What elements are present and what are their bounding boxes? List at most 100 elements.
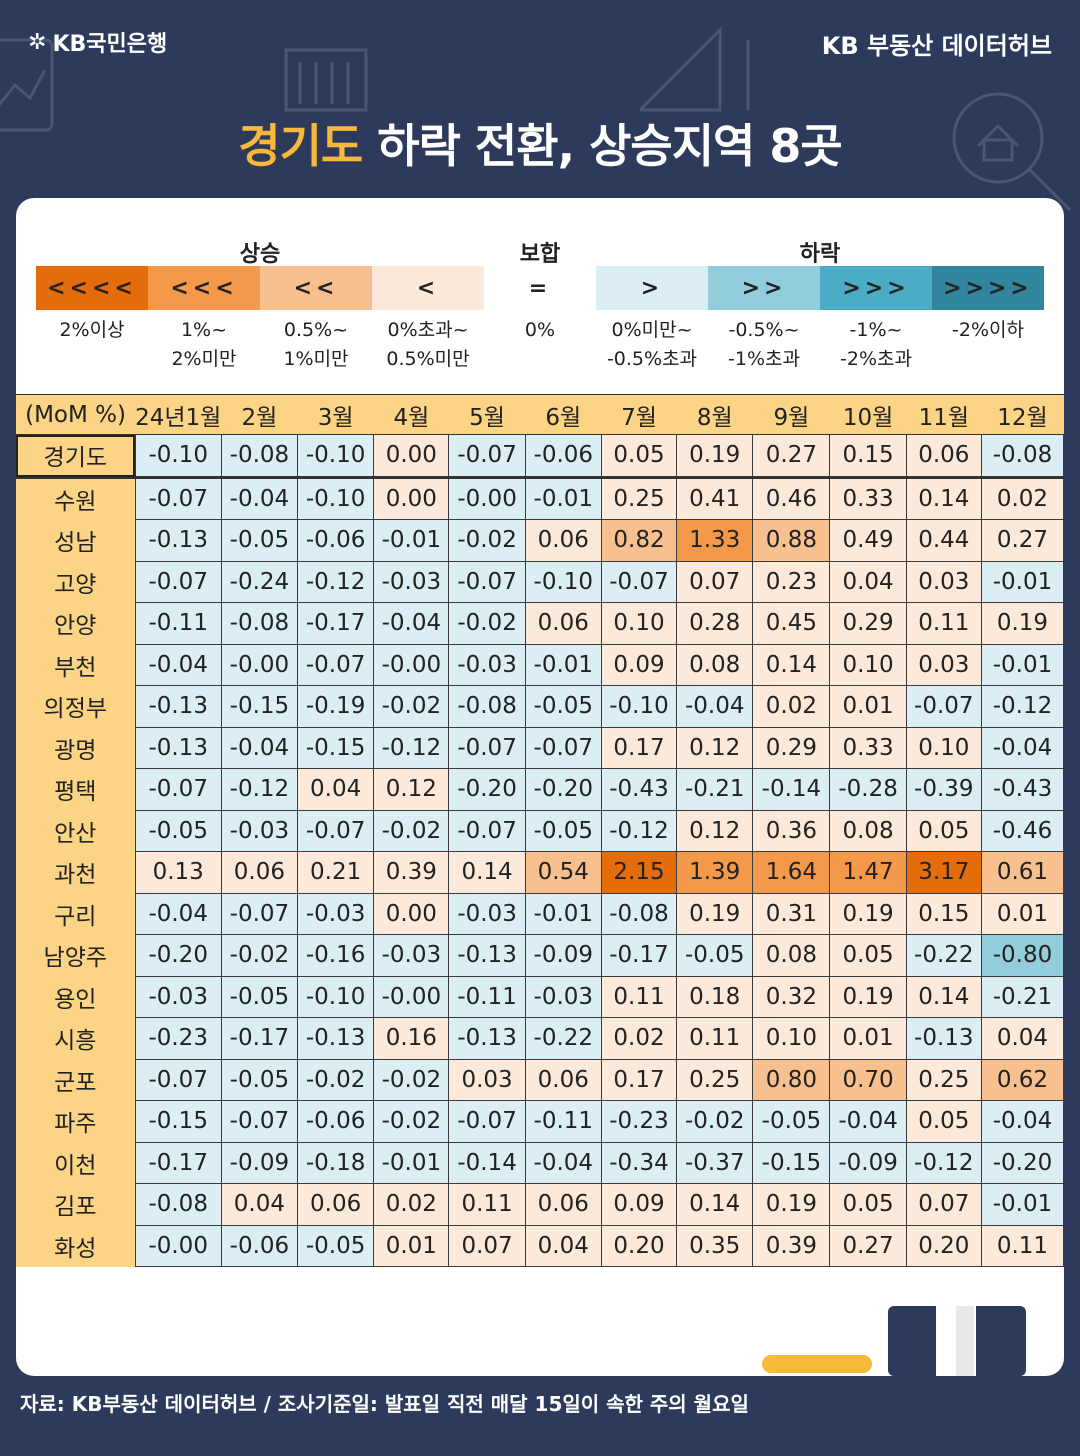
heatmap-cell: -0.01 <box>980 1183 1065 1226</box>
decorative-block <box>888 1306 936 1376</box>
table-row: 화성 -0.00 -0.06 -0.05 0.01 0.07 0.04 0.20 0.35 0.3… <box>16 1224 1065 1267</box>
heatmap-cell: 0.07 <box>905 1183 982 1226</box>
legend-group-fall: 하락 <box>799 242 841 267</box>
legend-range-label: 0% <box>524 319 556 341</box>
heatmap-cell: -0.05 <box>134 809 222 852</box>
legend-range-label: 0.5%~ 1%미만 <box>283 319 349 370</box>
heatmap-cell: -0.07 <box>134 768 222 811</box>
heatmap-cell: 0.09 <box>600 643 678 686</box>
table-row: 수원 -0.07 -0.04 -0.10 0.00 -0.00 -0.01 0.25 0.41 0… <box>16 476 1065 520</box>
column-header: 24년1월 <box>135 394 222 435</box>
legend-swatch: >> <box>708 266 820 310</box>
heatmap-cell: 0.70 <box>829 1058 907 1101</box>
heatmap-cell: 1.64 <box>752 851 831 894</box>
content-card: 상승 보합 하락 <<<< 2%이상 <<< 1%~ 2%미만 << 0.5%~ 1%미만 <0… <box>16 198 1065 1376</box>
heatmap-cell: 0.39 <box>752 1224 831 1267</box>
heatmap-cell: -0.37 <box>676 1141 754 1184</box>
heatmap-cell: 0.02 <box>980 476 1065 520</box>
heatmap-cell: -0.10 <box>297 476 375 520</box>
legend-swatch: >>>> <box>932 266 1044 310</box>
heatmap-cell: 0.10 <box>600 602 678 645</box>
heatmap-cell: -0.05 <box>676 934 754 977</box>
heatmap-cell: 0.62 <box>980 1058 1065 1101</box>
heatmap-cell: 0.19 <box>676 892 754 935</box>
heatmap-table: (MoM %) 24년1월 2월 3월 4월 5월 6월 7월 8월 9월 10월 11월 12월 경기… <box>16 394 1065 1267</box>
table-row: 시흥 -0.23 -0.17 -0.13 0.16 -0.13 -0.22 0.02 0.11 0… <box>16 1017 1065 1060</box>
heatmap-cell: 0.01 <box>829 1017 907 1060</box>
heatmap-cell: -0.03 <box>524 975 602 1018</box>
unit-label: (MoM %) <box>16 394 136 435</box>
heatmap-cell: -0.08 <box>448 685 526 728</box>
decorative-block <box>976 1306 1026 1376</box>
heatmap-cell: 0.03 <box>905 643 982 686</box>
heatmap-cell: -0.07 <box>297 643 375 686</box>
table-row: 용인 -0.03 -0.05 -0.10 -0.00 -0.11 -0.03 0.11 0.18… <box>16 975 1065 1018</box>
heatmap-cell: -0.04 <box>676 685 754 728</box>
heatmap-cell: -0.17 <box>134 1141 222 1184</box>
region-label: 부천 <box>16 644 136 686</box>
column-header: 11월 <box>906 394 982 435</box>
heatmap-cell: -0.19 <box>297 685 375 728</box>
heatmap-cell: -0.07 <box>524 726 602 769</box>
column-header: 7월 <box>601 394 677 435</box>
heatmap-cell: -0.14 <box>752 768 831 811</box>
region-label: 의정부 <box>16 685 136 727</box>
heatmap-cell: -0.07 <box>905 685 982 728</box>
heatmap-cell: -0.10 <box>600 685 678 728</box>
kb-bank-logo: ✲ KB국민은행 <box>28 26 167 58</box>
heatmap-cell: -0.13 <box>134 519 222 562</box>
heatmap-cell: -0.13 <box>134 685 222 728</box>
heatmap-cell: -0.05 <box>220 975 299 1018</box>
heatmap-cell: 0.20 <box>905 1224 982 1267</box>
title-highlight: 경기도 <box>238 119 363 173</box>
heatmap-cell: -0.01 <box>524 892 602 935</box>
heatmap-cell: -0.15 <box>220 685 299 728</box>
heatmap-cell: -0.23 <box>600 1100 678 1143</box>
region-label: 평택 <box>16 768 136 810</box>
heatmap-cell: 0.00 <box>373 476 450 520</box>
heatmap-cell: -0.20 <box>980 1141 1065 1184</box>
heatmap-cell: -0.13 <box>134 726 222 769</box>
region-label: 수원 <box>16 477 136 520</box>
heatmap-cell: -0.04 <box>220 476 299 520</box>
heatmap-cell: 0.15 <box>829 434 907 479</box>
heatmap-cell: -0.46 <box>980 809 1065 852</box>
heatmap-cell: -0.05 <box>524 685 602 728</box>
heatmap-cell: 0.02 <box>752 685 831 728</box>
table-row: 경기도 -0.10 -0.08 -0.10 0.00 -0.07 -0.06 0.05 0.19… <box>16 434 1065 479</box>
heatmap-cell: 0.46 <box>752 476 831 520</box>
heatmap-cell: -0.01 <box>980 560 1065 603</box>
heatmap-cell: -0.15 <box>297 726 375 769</box>
heatmap-cell: -0.17 <box>297 602 375 645</box>
heatmap-cell: -0.09 <box>829 1141 907 1184</box>
heatmap-cell: -0.22 <box>905 934 982 977</box>
table-row: 구리 -0.04 -0.07 -0.03 0.00 -0.03 -0.01 -0.08 0.19… <box>16 892 1065 935</box>
heatmap-cell: -0.04 <box>980 1100 1065 1143</box>
table-row: 의정부 -0.13 -0.15 -0.19 -0.02 -0.08 -0.05 -0.10 -0… <box>16 685 1065 728</box>
heatmap-cell: -0.17 <box>220 1017 299 1060</box>
legend-swatch: <<< <box>148 266 260 310</box>
table-row: 김포 -0.08 0.04 0.06 0.02 0.11 0.06 0.09 0.14 0.19 0… <box>16 1183 1065 1226</box>
heatmap-cell: 0.25 <box>905 1058 982 1101</box>
heatmap-cell: 0.01 <box>373 1224 450 1267</box>
table-row: 고양 -0.07 -0.24 -0.12 -0.03 -0.07 -0.10 -0.07 0.0… <box>16 560 1065 603</box>
heatmap-cell: -0.07 <box>448 726 526 769</box>
region-label: 김포 <box>16 1183 136 1225</box>
column-header: 12월 <box>981 394 1064 435</box>
heatmap-cell: -0.02 <box>220 934 299 977</box>
heatmap-cell: 0.01 <box>980 892 1065 935</box>
heatmap-cell: -0.07 <box>448 560 526 603</box>
legend-swatch: >>> <box>820 266 932 310</box>
heatmap-cell: 0.05 <box>829 934 907 977</box>
heatmap-cell: -0.01 <box>373 1141 450 1184</box>
legend-swatch: < <box>372 266 484 310</box>
heatmap-cell: 0.08 <box>829 809 907 852</box>
heatmap-cell: 0.05 <box>829 1183 907 1226</box>
heatmap-cell: 1.39 <box>676 851 754 894</box>
region-label: 화성 <box>16 1225 136 1267</box>
heatmap-cell: -0.04 <box>373 602 450 645</box>
heatmap-cell: 0.19 <box>752 1183 831 1226</box>
page-title: 경기도 하락 전환, 상승지역 8곳 <box>0 110 1080 176</box>
heatmap-table-wrap: (MoM %) 24년1월 2월 3월 4월 5월 6월 7월 8월 9월 10월 11월 12월 경기… <box>16 394 1065 1267</box>
region-label: 과천 <box>16 851 136 893</box>
